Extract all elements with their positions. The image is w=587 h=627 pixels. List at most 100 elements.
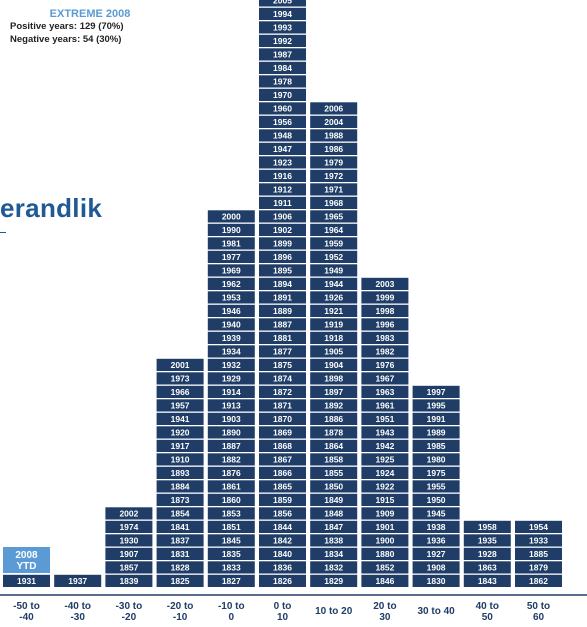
year-cell [259, 453, 306, 466]
year-label: 1864 [324, 441, 343, 451]
bucket-tick-label: 0 [229, 612, 235, 623]
year-cell [259, 264, 306, 277]
year-label: 1863 [478, 563, 497, 573]
year-cell [361, 547, 409, 560]
year-label: 1866 [273, 468, 292, 478]
year-cell [207, 507, 255, 520]
year-cell [105, 547, 153, 560]
year-label: 1995 [427, 401, 446, 411]
year-label: 2000 [222, 212, 241, 222]
year-label: 1921 [324, 306, 343, 316]
year-label: 1960 [273, 104, 292, 114]
year-cell [259, 561, 306, 574]
year-cell [259, 507, 306, 520]
year-label: 1935 [478, 536, 497, 546]
year-label: 1983 [375, 333, 394, 343]
year-label: 1915 [375, 495, 394, 505]
year-cell [310, 102, 358, 115]
year-cell [310, 129, 358, 142]
year-label: 1830 [427, 576, 446, 586]
year-label: 1996 [375, 320, 394, 330]
year-label: 1853 [222, 509, 241, 519]
year-cell [156, 426, 204, 439]
year-cell [207, 210, 255, 223]
year-label: 1942 [375, 441, 394, 451]
year-label: 1989 [427, 428, 446, 438]
year-cell [156, 547, 204, 560]
year-cell [361, 385, 409, 398]
year-label: 1946 [222, 306, 241, 316]
year-label: 1873 [171, 495, 190, 505]
year-label: 1908 [427, 563, 446, 573]
overlay-underline [0, 232, 6, 233]
year-label: 1852 [375, 563, 394, 573]
ytd-label: YTD [17, 561, 37, 572]
year-label: 1825 [171, 576, 190, 586]
year-label: 2003 [375, 279, 394, 289]
year-cell [207, 534, 255, 547]
year-cell [310, 331, 358, 344]
year-label: 1838 [324, 536, 343, 546]
year-cell [207, 358, 255, 371]
year-label: 1868 [273, 441, 292, 451]
year-label: 1999 [375, 293, 394, 303]
year-label: 1831 [171, 549, 190, 559]
year-cell [310, 493, 358, 506]
year-label: 1877 [273, 347, 292, 357]
year-cell [310, 345, 358, 358]
year-cell [105, 534, 153, 547]
bucket-tick-label: 60 [533, 612, 545, 623]
year-label: 1961 [375, 401, 394, 411]
year-label: 1880 [375, 549, 394, 559]
year-label: 1980 [427, 455, 446, 465]
year-cell [207, 264, 255, 277]
year-cell [361, 372, 409, 385]
year-label: 1959 [324, 239, 343, 249]
year-label: 1857 [119, 563, 138, 573]
bucket-tick-label: -20 [122, 612, 137, 623]
year-label: 1826 [273, 576, 292, 586]
year-label: 1884 [171, 482, 190, 492]
year-cell [207, 520, 255, 533]
year-label: 1851 [222, 522, 241, 532]
bucket-tick-label: 10 [277, 612, 289, 623]
year-label: 1895 [273, 266, 292, 276]
year-label: 1879 [529, 563, 548, 573]
year-cell [310, 169, 358, 182]
year-cell [310, 237, 358, 250]
year-label: 1835 [222, 549, 241, 559]
year-cell [259, 439, 306, 452]
year-cell [310, 574, 358, 587]
year-label: 1940 [222, 320, 241, 330]
year-cell [259, 223, 306, 236]
year-label: 1874 [273, 374, 292, 384]
year-cell [361, 412, 409, 425]
year-cell [361, 426, 409, 439]
year-cell [515, 547, 562, 560]
year-label: 1981 [222, 239, 241, 249]
year-cell [310, 399, 358, 412]
year-cell [259, 21, 306, 34]
year-cell [207, 561, 255, 574]
year-label: 1968 [324, 198, 343, 208]
year-label: 1870 [273, 414, 292, 424]
year-label: 1966 [171, 387, 190, 397]
year-cell [259, 318, 306, 331]
year-cell [207, 372, 255, 385]
year-label: 1903 [222, 414, 241, 424]
year-label: 1833 [222, 563, 241, 573]
year-cell [259, 129, 306, 142]
year-label: 1925 [375, 455, 394, 465]
year-label: 1867 [273, 455, 292, 465]
year-cell [207, 331, 255, 344]
year-label: 1878 [324, 428, 343, 438]
year-label: 2005 [273, 0, 292, 6]
year-cell [207, 237, 255, 250]
ytd-marker [3, 547, 50, 573]
year-cell [259, 385, 306, 398]
year-cell [515, 561, 562, 574]
year-label: 1913 [222, 401, 241, 411]
bucket-tick-label: 30 to 40 [417, 606, 455, 617]
year-cell [361, 466, 409, 479]
